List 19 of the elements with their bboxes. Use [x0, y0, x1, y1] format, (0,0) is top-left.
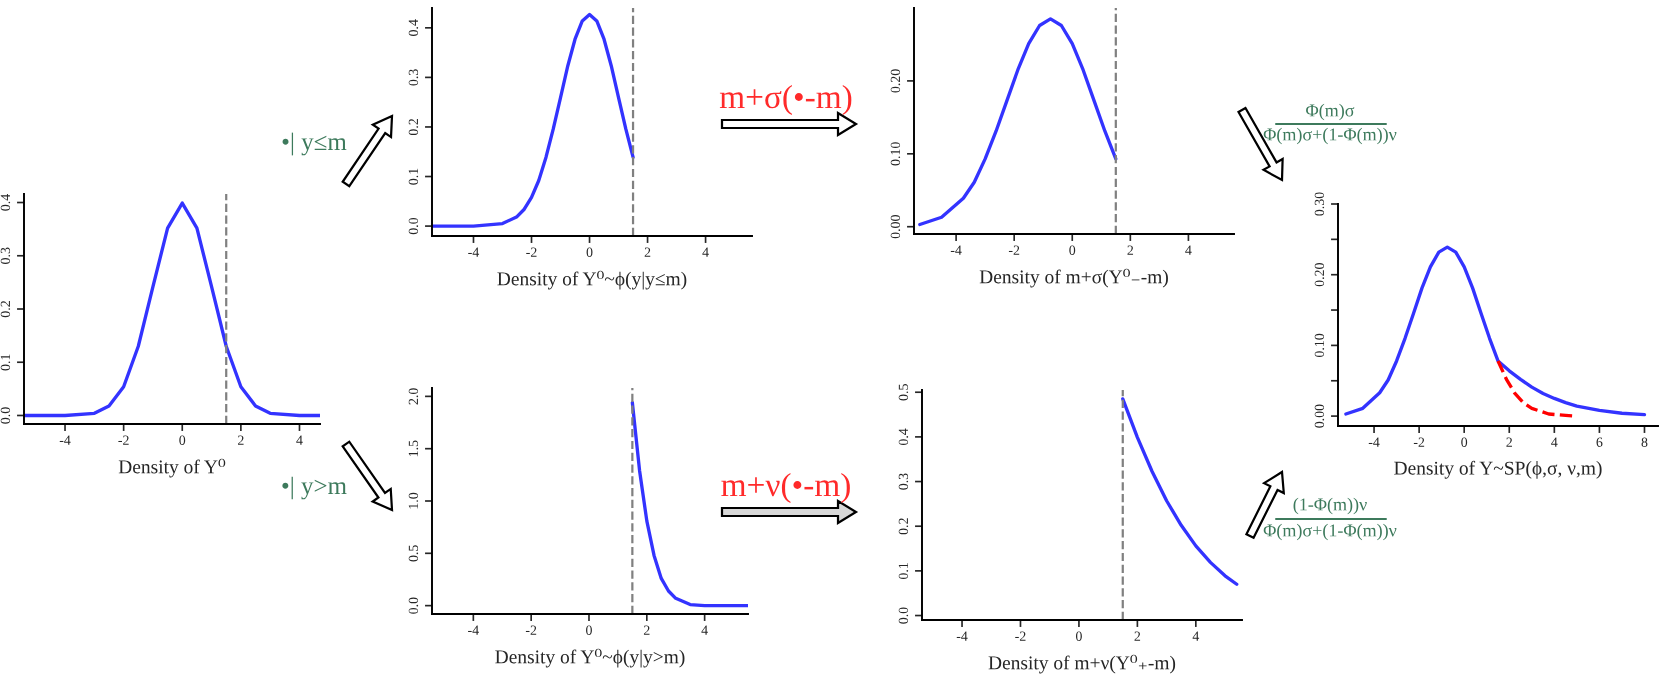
text: •| y>m [282, 476, 347, 500]
x-axis-title: Density of Y⁰~ϕ(y|y≤m) [497, 270, 687, 290]
x-axis-title: Density of Y⁰ [118, 458, 226, 478]
text: Φ(m)σ [1306, 103, 1355, 121]
line-series [432, 12, 635, 228]
text: Φ(m)σ+(1-Φ(m))ν [1263, 523, 1397, 541]
line-series [1344, 245, 1647, 417]
line-series [24, 201, 320, 418]
text: Φ(m)σ+(1-Φ(m))ν [1263, 127, 1397, 145]
x-axis-title: Density of Y~SP(ϕ,σ, ν,m) [1394, 460, 1602, 479]
line-series [1121, 397, 1239, 586]
x-axis-title: Density of m+σ(Y⁰₋-m) [979, 268, 1168, 288]
x-axis-title: Density of Y⁰~ϕ(y|y>m) [495, 648, 685, 668]
annotation: m+σ(•-m) [719, 84, 852, 116]
text: (1-Φ(m))ν [1293, 497, 1367, 515]
text: •| y≤m [282, 132, 347, 156]
x-axis-title: Density of m+ν(Y⁰₊-m) [988, 654, 1176, 674]
annotation: m+ν(•-m) [721, 472, 850, 504]
line-series [918, 17, 1118, 227]
